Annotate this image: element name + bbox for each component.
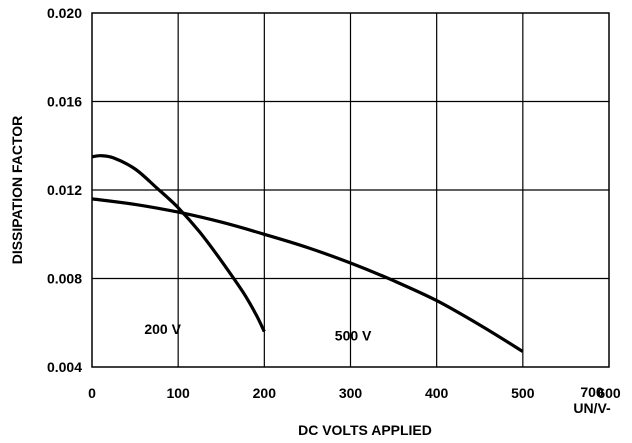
x-tick-label-2: 200: [253, 385, 277, 401]
y-axis-label: DISSIPATION FACTOR: [9, 116, 25, 265]
series-label-0: 200 V: [144, 321, 181, 337]
x-tick-label-5: 500: [511, 385, 535, 401]
x-tick-label-3: 300: [339, 385, 363, 401]
grid-layer: [92, 13, 609, 367]
series-labels: 200 V 500 V: [144, 321, 372, 344]
y-tick-label-4: 0.020: [47, 5, 82, 21]
x-tick-label-1: 100: [166, 385, 190, 401]
y-tick-labels: 0.004 0.008 0.012 0.016 0.020: [47, 5, 82, 375]
y-tick-label-1: 0.008: [47, 271, 82, 287]
y-tick-label-3: 0.016: [47, 94, 82, 110]
x-tick-label-7: 700: [580, 384, 604, 400]
series-layer: [91, 154, 524, 353]
x-tick-label-6: 600: [597, 385, 621, 401]
series-line-1: [91, 197, 524, 353]
y-tick-label-0: 0.004: [47, 359, 82, 375]
plot-frame: [91, 12, 610, 368]
x-tick-label-0: 0: [88, 385, 96, 401]
series-label-1: 500 V: [335, 327, 372, 343]
y-tick-label-2: 0.012: [47, 182, 82, 198]
x-tick-label-4: 400: [425, 385, 449, 401]
series-line-0: [91, 154, 266, 333]
x-axis-label: DC VOLTS APPLIED: [298, 422, 432, 438]
x-unit-label: UN/V-: [573, 400, 611, 416]
